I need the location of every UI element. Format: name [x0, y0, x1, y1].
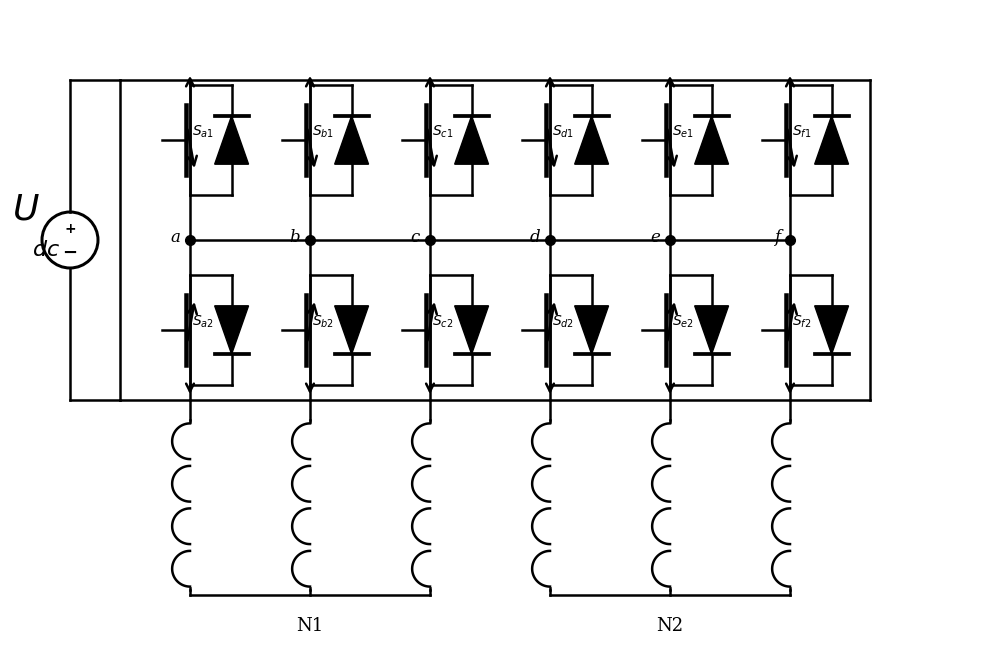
Polygon shape — [335, 306, 369, 354]
Text: $U$: $U$ — [12, 193, 39, 227]
Text: $S_{b2}$: $S_{b2}$ — [312, 314, 335, 330]
Polygon shape — [575, 116, 609, 164]
Text: $S_{e2}$: $S_{e2}$ — [672, 314, 694, 330]
Text: $S_{f1}$: $S_{f1}$ — [792, 124, 811, 140]
Polygon shape — [215, 306, 249, 354]
Text: $S_{a2}$: $S_{a2}$ — [192, 314, 214, 330]
Polygon shape — [695, 116, 729, 164]
Text: $S_{c2}$: $S_{c2}$ — [432, 314, 454, 330]
Polygon shape — [695, 306, 729, 354]
Text: $S_{e1}$: $S_{e1}$ — [672, 124, 695, 140]
Text: $S_{d2}$: $S_{d2}$ — [552, 314, 575, 330]
Text: $S_{d1}$: $S_{d1}$ — [552, 124, 575, 140]
Text: f: f — [774, 228, 780, 246]
Polygon shape — [575, 306, 609, 354]
Polygon shape — [335, 116, 369, 164]
Text: −: − — [62, 244, 78, 262]
Text: $dc$: $dc$ — [32, 239, 60, 261]
Text: b: b — [289, 228, 300, 246]
Polygon shape — [814, 306, 849, 354]
Text: N1: N1 — [296, 617, 324, 635]
Text: $S_{a1}$: $S_{a1}$ — [192, 124, 214, 140]
Polygon shape — [455, 306, 489, 354]
Text: c: c — [410, 228, 420, 246]
Text: d: d — [529, 228, 540, 246]
Text: $S_{c1}$: $S_{c1}$ — [432, 124, 454, 140]
Text: e: e — [650, 228, 660, 246]
Text: $S_{f2}$: $S_{f2}$ — [792, 314, 811, 330]
Text: +: + — [65, 222, 76, 236]
Polygon shape — [215, 116, 249, 164]
Polygon shape — [455, 116, 489, 164]
Text: $S_{b1}$: $S_{b1}$ — [312, 124, 335, 140]
Text: N2: N2 — [656, 617, 683, 635]
Text: a: a — [170, 228, 180, 246]
Polygon shape — [814, 116, 849, 164]
